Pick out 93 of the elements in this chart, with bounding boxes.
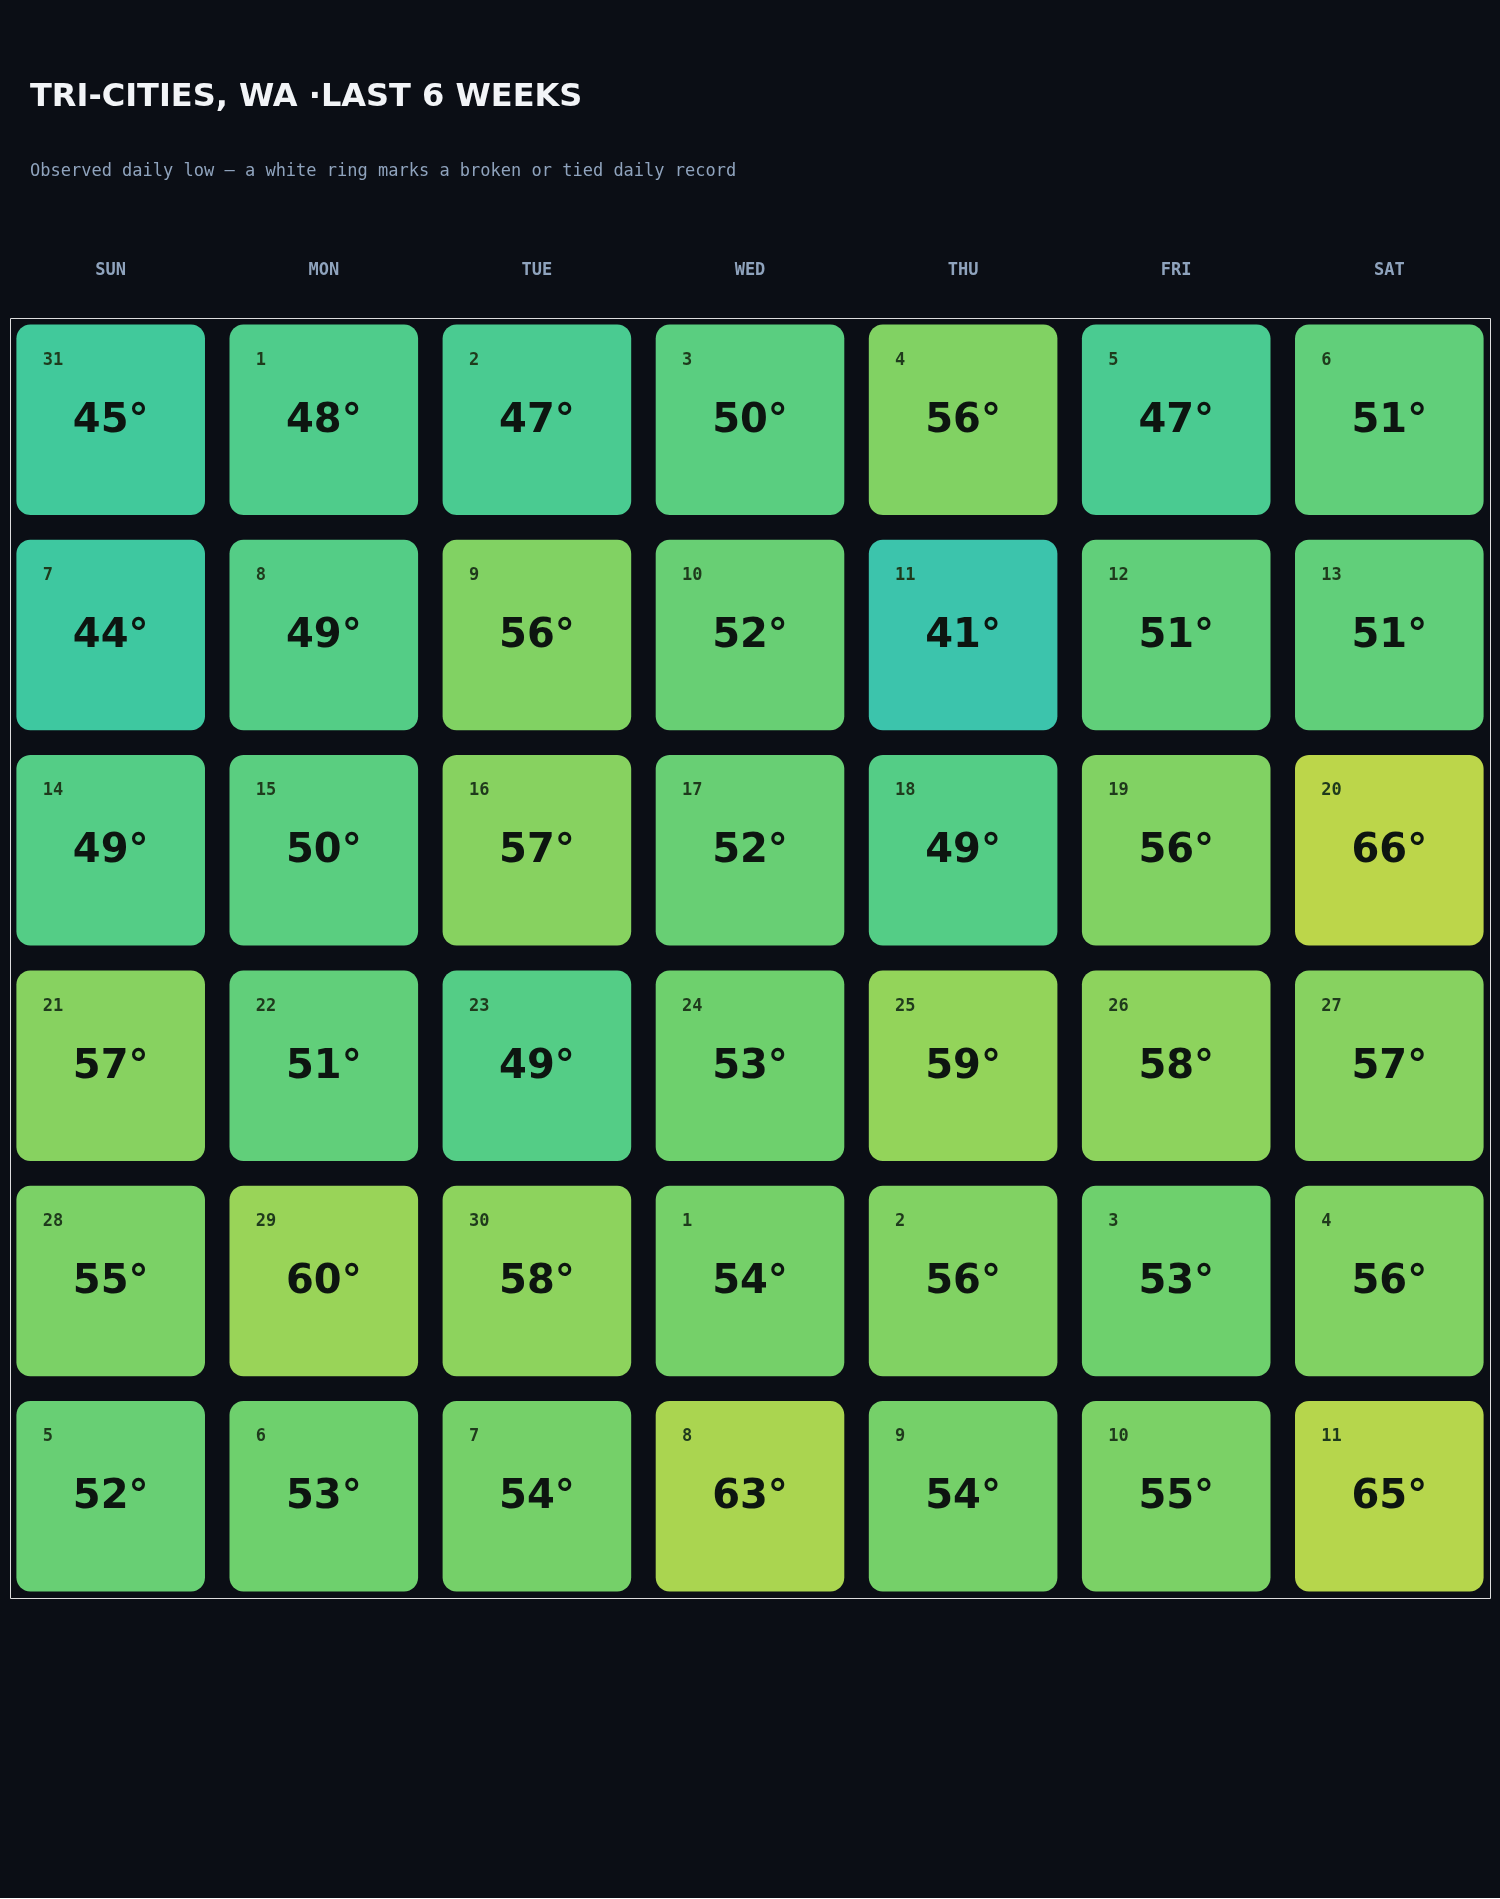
- annotation: 10: [1108, 1425, 1129, 1446]
- annotation: 29: [255, 1209, 277, 1230]
- annotation: 7: [468, 1425, 480, 1446]
- x-tick-label: FRI: [1160, 258, 1192, 279]
- annotation: 16: [468, 779, 490, 800]
- annotation: 23: [468, 994, 490, 1015]
- annotation: 6: [1321, 348, 1332, 369]
- data-label: 50°: [285, 825, 362, 872]
- annotation: 3: [1108, 1209, 1119, 1230]
- data-label: 60°: [285, 1255, 362, 1302]
- annotation: 30: [468, 1209, 490, 1230]
- annotation: 19: [1108, 779, 1129, 800]
- annotation: 2: [895, 1209, 906, 1230]
- annotation: 15: [255, 779, 277, 800]
- annotation: 24: [682, 994, 703, 1015]
- data-label: 56°: [1351, 1255, 1428, 1302]
- annotation: 31: [42, 348, 64, 369]
- annotation: 1: [682, 1209, 693, 1230]
- annotation: 22: [255, 994, 277, 1015]
- annotation: 9: [895, 1425, 906, 1446]
- annotation: 27: [1321, 994, 1342, 1015]
- chart-title: TRI-CITIES, WA ·LAST 6 WEEKS: [30, 76, 583, 114]
- annotation: 17: [682, 779, 703, 800]
- annotation: 3: [682, 348, 693, 369]
- x-tick-label: WED: [734, 258, 766, 279]
- data-label: 49°: [499, 1040, 575, 1087]
- data-label: 47°: [499, 394, 575, 441]
- annotation: 25: [895, 994, 916, 1015]
- data-label: 56°: [1138, 825, 1215, 872]
- annotation: 7: [42, 564, 53, 585]
- annotation: 11: [895, 564, 916, 585]
- data-label: 56°: [499, 610, 575, 657]
- annotation: 8: [682, 1425, 693, 1446]
- data-label: 51°: [1351, 610, 1428, 657]
- annotation: 9: [468, 564, 480, 585]
- data-label: 51°: [285, 1040, 362, 1087]
- annotation: 21: [42, 994, 64, 1015]
- data-label: 56°: [925, 1255, 1001, 1302]
- data-label: 58°: [499, 1255, 575, 1302]
- data-label: 58°: [1138, 1040, 1215, 1087]
- data-label: 45°: [72, 394, 149, 441]
- data-label: 57°: [1351, 1040, 1428, 1087]
- chart-subtitle: Observed daily low — a white ring marks a broken or tied daily record: [30, 160, 737, 180]
- data-label: 54°: [925, 1471, 1001, 1518]
- data-label: 59°: [925, 1040, 1001, 1087]
- x-tick-label: MON: [308, 258, 340, 279]
- annotation: 4: [1321, 1209, 1332, 1230]
- annotation: 20: [1321, 779, 1342, 800]
- data-label: 44°: [72, 610, 149, 657]
- data-label: 47°: [1138, 394, 1215, 441]
- annotation: 5: [1108, 348, 1119, 369]
- data-label: 49°: [72, 825, 149, 872]
- annotation: 5: [42, 1425, 53, 1446]
- data-label: 65°: [1351, 1471, 1428, 1518]
- data-label: 53°: [1138, 1255, 1215, 1302]
- data-label: 66°: [1351, 825, 1428, 872]
- x-tick-label: SUN: [95, 258, 127, 279]
- x-tick-label: TUE: [521, 258, 553, 279]
- data-label: 57°: [499, 825, 575, 872]
- data-label: 41°: [925, 610, 1001, 657]
- data-label: 55°: [72, 1255, 149, 1302]
- x-tick-label: THU: [947, 258, 979, 279]
- data-label: 49°: [925, 825, 1001, 872]
- annotation: 18: [895, 779, 916, 800]
- annotation: 12: [1108, 564, 1129, 585]
- annotation: 1: [255, 348, 267, 369]
- data-label: 53°: [285, 1471, 362, 1518]
- annotation: 28: [42, 1209, 64, 1230]
- annotation: 6: [255, 1425, 267, 1446]
- data-label: 51°: [1138, 610, 1215, 657]
- data-label: 49°: [285, 610, 362, 657]
- data-label: 52°: [72, 1471, 149, 1518]
- data-label: 52°: [712, 610, 788, 657]
- x-tick-label: SAT: [1373, 258, 1405, 279]
- annotation: 13: [1321, 564, 1342, 585]
- data-label: 53°: [712, 1040, 788, 1087]
- annotation: 2: [468, 348, 480, 369]
- data-label: 52°: [712, 825, 788, 872]
- annotation: 14: [42, 779, 64, 800]
- data-label: 55°: [1138, 1471, 1215, 1518]
- data-label: 63°: [712, 1471, 788, 1518]
- annotation: 8: [255, 564, 267, 585]
- data-label: 51°: [1351, 394, 1428, 441]
- data-label: 56°: [925, 394, 1001, 441]
- annotation: 26: [1108, 994, 1129, 1015]
- data-label: 57°: [72, 1040, 149, 1087]
- data-label: 48°: [285, 394, 362, 441]
- annotation: 4: [895, 348, 906, 369]
- annotation: 10: [682, 564, 703, 585]
- data-label: 54°: [499, 1471, 575, 1518]
- annotation: 11: [1321, 1425, 1342, 1446]
- data-label: 54°: [712, 1255, 788, 1302]
- data-label: 50°: [712, 394, 788, 441]
